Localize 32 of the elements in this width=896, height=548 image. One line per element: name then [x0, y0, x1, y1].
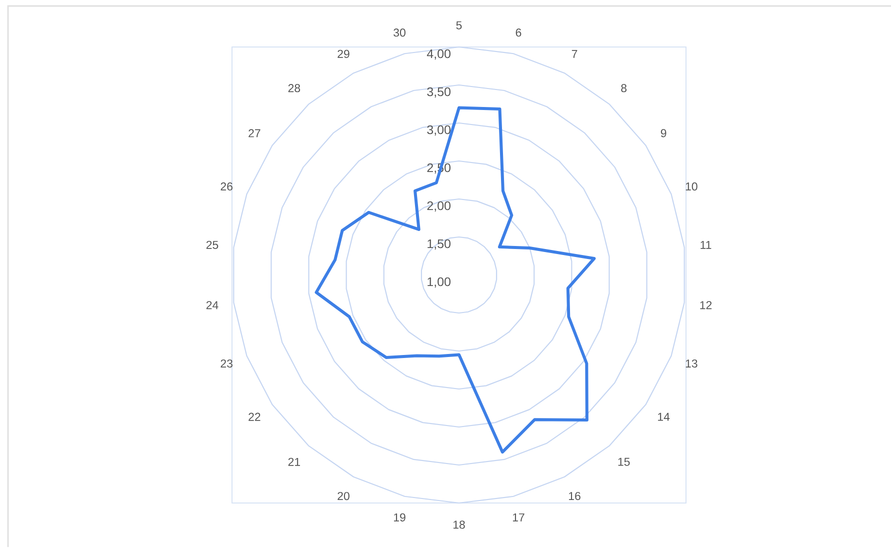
- spoke-label: 10: [686, 182, 698, 191]
- spoke-label: 18: [453, 520, 465, 529]
- spoke-label: 7: [572, 50, 578, 58]
- spoke-label: 27: [248, 129, 260, 138]
- spoke-label: 19: [394, 513, 406, 522]
- spoke-label: 23: [220, 360, 232, 368]
- y-tick-label: 1,50: [428, 239, 450, 250]
- spoke-label: 5: [456, 21, 462, 30]
- spoke-label: 11: [700, 241, 712, 249]
- spoke-label: 26: [220, 182, 232, 191]
- spoke-label: 21: [288, 458, 300, 466]
- spoke-label: 6: [516, 28, 522, 37]
- spoke-label: 28: [288, 84, 300, 92]
- spoke-label: 25: [206, 240, 218, 250]
- spoke-label: 16: [569, 492, 580, 500]
- y-tick-label: 1,00: [428, 277, 450, 288]
- spoke-label: 15: [618, 458, 630, 466]
- spoke-label: 20: [338, 492, 350, 500]
- y-tick-label: 4,00: [426, 49, 450, 60]
- spoke-label: 29: [338, 50, 350, 58]
- spoke-label: 9: [660, 129, 666, 138]
- spoke-label: 22: [248, 412, 260, 421]
- spoke-label: 12: [700, 301, 712, 310]
- spoke-label: 24: [206, 301, 218, 310]
- y-tick-label: 3,00: [427, 125, 450, 136]
- spoke-label: 30: [394, 28, 406, 37]
- y-tick-label: 3,50: [427, 87, 450, 98]
- spoke-label: 14: [658, 412, 670, 421]
- y-tick-label: 2,00: [427, 201, 450, 212]
- spoke-label: 8: [621, 84, 627, 92]
- spoke-label: 17: [512, 514, 524, 522]
- spoke-label: 13: [686, 360, 698, 368]
